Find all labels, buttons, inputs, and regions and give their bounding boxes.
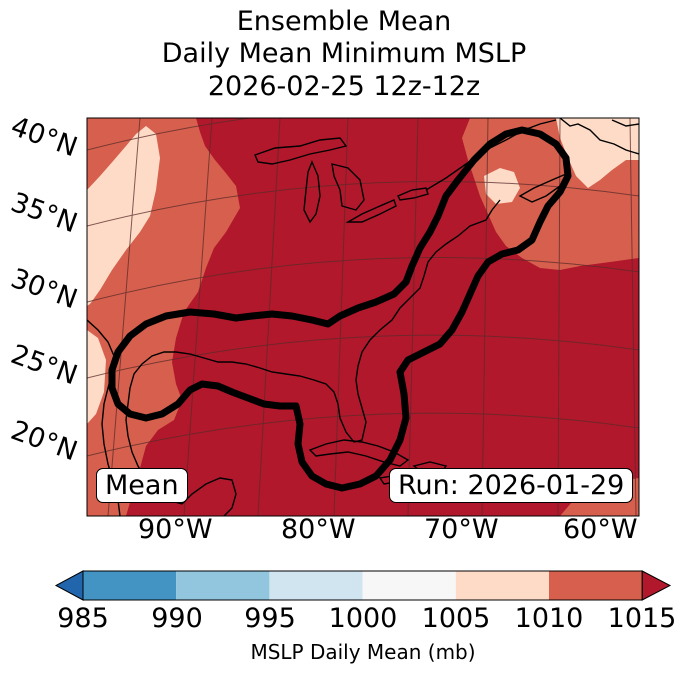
mean-label-box: Mean: [96, 468, 188, 503]
colorbar-segment-995-1000: [269, 571, 363, 600]
colorbar-tick-1015: 1015: [607, 603, 677, 634]
colorbar-tick-985: 985: [57, 603, 109, 634]
map-plot-area: [87, 118, 639, 516]
meridian-95w: [107, 118, 141, 516]
parallel-30n: [87, 256, 639, 303]
meridian-70w: [481, 118, 489, 516]
colorbar-tick-995: 995: [244, 603, 296, 634]
colorbar-segment-1005-1010: [455, 571, 549, 600]
colorbar-segment-990-995: [176, 571, 270, 600]
colorbar-segment-1010-1015: [549, 571, 643, 600]
colorbar-label: MSLP Daily Mean (mb): [250, 640, 476, 664]
newfoundland: [611, 119, 639, 127]
colorbar-extend-under: [54, 570, 84, 601]
lake-michigan: [303, 160, 321, 224]
lake-superior: [254, 137, 348, 165]
lon-label-90w: 90°W: [138, 514, 213, 545]
colorbar-outline: [82, 570, 643, 601]
meridian-90w: [183, 118, 213, 516]
meridian-60w: [629, 118, 637, 516]
canada-coast: [559, 118, 639, 155]
lake-erie: [345, 199, 397, 223]
title-line-1: Ensemble Mean: [236, 6, 452, 37]
colorbar-tick-990: 990: [151, 603, 203, 634]
run-date-box: Run: 2026-01-29: [389, 468, 634, 503]
lon-label-80w: 80°W: [281, 514, 356, 545]
map-frame: [86, 117, 640, 517]
colorbar: [54, 570, 672, 601]
cuba: [308, 439, 410, 467]
lake-huron: [331, 163, 365, 211]
lake-ontario: [397, 187, 429, 201]
colorbar-tick-1000: 1000: [328, 603, 398, 634]
pressure-field-1005-1010-southwest: [87, 330, 106, 424]
lon-label-70w: 70°W: [424, 514, 499, 545]
colorbar-segment-1000-1005: [362, 571, 456, 600]
meridian-65w: [557, 118, 561, 516]
parallel-40n: [87, 118, 639, 151]
colorbar-extend-over: [641, 570, 672, 601]
meridian-75w: [407, 118, 419, 516]
parallel-25n: [87, 334, 639, 379]
contour-1015-mb: [108, 126, 572, 492]
us-east-coast: [125, 199, 501, 505]
pressure-field-1005-1010-northeast-2: [484, 168, 520, 204]
title-line-2: Daily Mean Minimum MSLP: [161, 38, 527, 69]
colorbar-segment-985-990: [83, 571, 177, 600]
st-lawrence-coast: [425, 119, 557, 191]
yucatan: [181, 477, 237, 516]
title-line-3: 2026-02-25 12z-12z: [207, 71, 481, 102]
colorbar-tick-1010: 1010: [514, 603, 584, 634]
colorbar-tick-1005: 1005: [421, 603, 491, 634]
pressure-field-1005-1010-northeast: [556, 118, 639, 188]
pressure-field-1005-1010-west: [87, 126, 160, 306]
lon-label-60w: 60°W: [563, 514, 638, 545]
parallel-20n: [87, 412, 639, 457]
